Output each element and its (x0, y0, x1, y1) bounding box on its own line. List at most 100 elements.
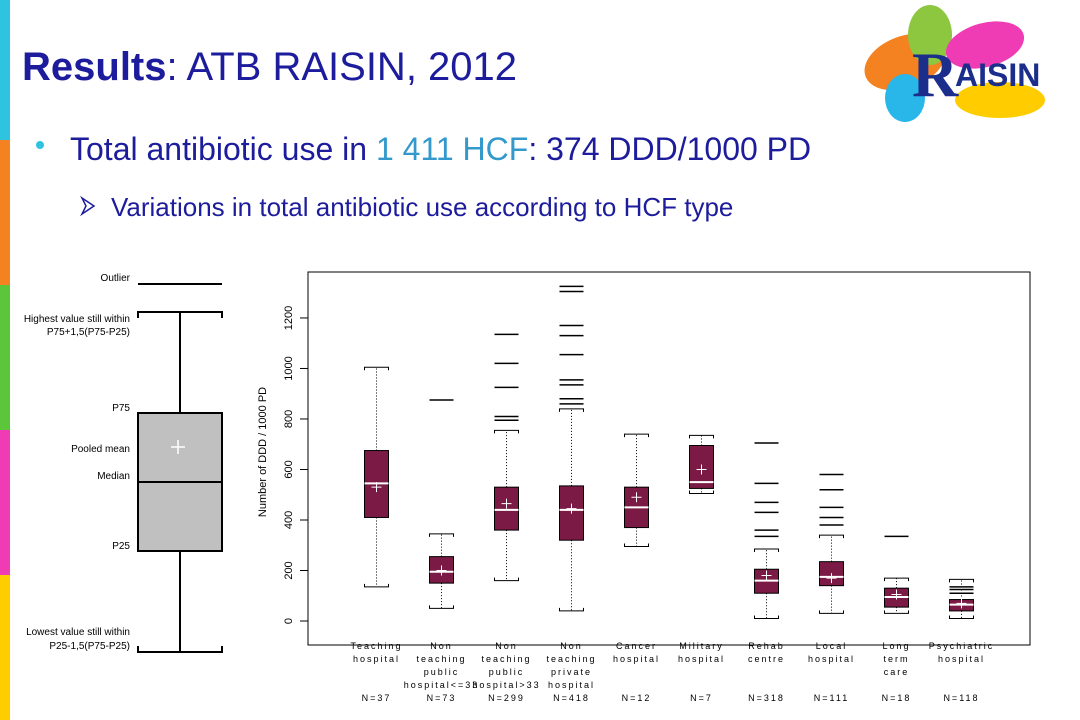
stripe (0, 0, 10, 140)
n-label: N=12 (622, 693, 652, 703)
x-tick-label: teaching (481, 654, 531, 664)
x-tick-label: Local (816, 641, 848, 651)
stripe (0, 285, 10, 430)
x-tick-label: Non (560, 641, 583, 651)
mean (956, 598, 967, 609)
key-label: Lowest value still within (26, 627, 130, 638)
x-tick-label: centre (748, 654, 785, 664)
whisker-cap (494, 429, 519, 434)
x-tick-label: Long (882, 641, 910, 651)
key-cap (137, 646, 223, 653)
x-tick-label: hospital (938, 654, 985, 664)
y-tick-label: 800 (283, 410, 295, 428)
key-label: Highest value still within (24, 314, 130, 325)
x-tick-label: teaching (416, 654, 466, 664)
x-tick-label: public (489, 667, 525, 677)
whisker-cap (624, 543, 649, 548)
sub-bullet-marker (80, 195, 96, 217)
y-tick-label: 0 (283, 618, 295, 624)
whisker-cap (559, 607, 584, 612)
n-label: N=118 (943, 693, 979, 703)
key-mean (171, 440, 185, 454)
whisker-cap (494, 577, 519, 582)
x-tick-label: Non (495, 641, 518, 651)
x-tick-label: hospital<=33 (404, 680, 480, 690)
x-tick-label: care (884, 667, 910, 677)
whisker-cap (429, 605, 454, 609)
key-label: Pooled mean (71, 444, 130, 455)
y-tick-label: 1200 (283, 306, 295, 330)
whisker-cap (689, 490, 714, 494)
x-tick-label: private (551, 667, 592, 677)
stripe (0, 430, 10, 575)
box (429, 556, 454, 584)
x-tick-label: public (424, 667, 460, 677)
whisker-cap (624, 433, 649, 438)
mean (631, 492, 642, 503)
x-tick-label: teaching (546, 654, 596, 664)
n-label: N=318 (748, 693, 785, 703)
n-label: N=18 (882, 693, 912, 703)
logo-text: AISIN (955, 57, 1040, 93)
n-label: N=299 (488, 693, 525, 703)
whisker-cap (754, 615, 779, 619)
stripe (0, 575, 10, 720)
whisker-cap (819, 534, 844, 539)
plot-frame (307, 271, 1031, 646)
key-label: Median (97, 471, 130, 482)
box (494, 486, 519, 531)
stripe (0, 140, 10, 285)
x-tick-label: hospital (613, 654, 660, 664)
bullet-highlight: 1 411 HCF (376, 131, 528, 167)
mean (696, 464, 707, 475)
key-label: P75 (112, 403, 130, 414)
title-bold: Results (22, 45, 167, 89)
mean (501, 498, 512, 509)
n-label: N=418 (553, 693, 590, 703)
mean (436, 565, 447, 576)
mean (891, 589, 902, 600)
y-axis-label: Number of DDD / 1000 PD (257, 387, 269, 517)
bullet-end: : 374 DDD/1000 PD (528, 131, 811, 167)
x-tick-label: Teaching (350, 641, 402, 651)
x-tick-label: Non (430, 641, 453, 651)
y-tick-label: 1000 (283, 356, 295, 380)
bullet (36, 141, 44, 149)
x-tick-label: hospital (808, 654, 855, 664)
whisker-cap (949, 578, 974, 583)
logo-initial: R (912, 39, 959, 110)
y-tick-label: 200 (283, 561, 295, 579)
x-tick-label: Cancer (616, 641, 657, 651)
key-label: P25-1,5(P75-P25) (49, 641, 130, 652)
x-tick-label: Rehab (748, 641, 785, 651)
title: Results: ATB RAISIN, 2012 (22, 45, 517, 89)
plot: 0 200 400 600 800 1000 1200 Teaching hospital N=3… (283, 285, 992, 703)
bullet-text: Total antibiotic use in 1 411 HCF: 374 D… (70, 131, 811, 167)
key-label: Outlier (101, 273, 131, 284)
whisker-cap (819, 610, 844, 614)
whisker-cap (364, 366, 389, 371)
key-label: P75+1,5(P75-P25) (47, 327, 130, 338)
whisker-cap (884, 577, 909, 582)
x-tick-label: term (884, 654, 910, 664)
whisker-cap (429, 533, 454, 537)
whisker-cap (754, 548, 779, 553)
whisker-cap (949, 615, 974, 619)
bullet-start: Total antibiotic use in (70, 131, 376, 167)
box-key: Outlier Highest value still within P75+1… (24, 273, 223, 653)
x-tick-label: hospital (353, 654, 400, 664)
whisker-cap (884, 610, 909, 614)
x-tick-label: hospital (678, 654, 725, 664)
key-label: P25 (112, 541, 130, 552)
title-rest: : ATB RAISIN, 2012 (167, 45, 518, 89)
y-tick-label: 600 (283, 460, 295, 478)
mean (566, 503, 577, 514)
x-tick-label: Military (679, 641, 724, 651)
mean (826, 573, 837, 584)
x-tick-label: hospital>33 (472, 680, 540, 690)
x-tick-label: hospital (548, 680, 595, 690)
whisker-cap (559, 408, 584, 412)
sub-bullet: Variations in total antibiotic use accor… (111, 192, 733, 222)
n-label: N=73 (427, 693, 457, 703)
